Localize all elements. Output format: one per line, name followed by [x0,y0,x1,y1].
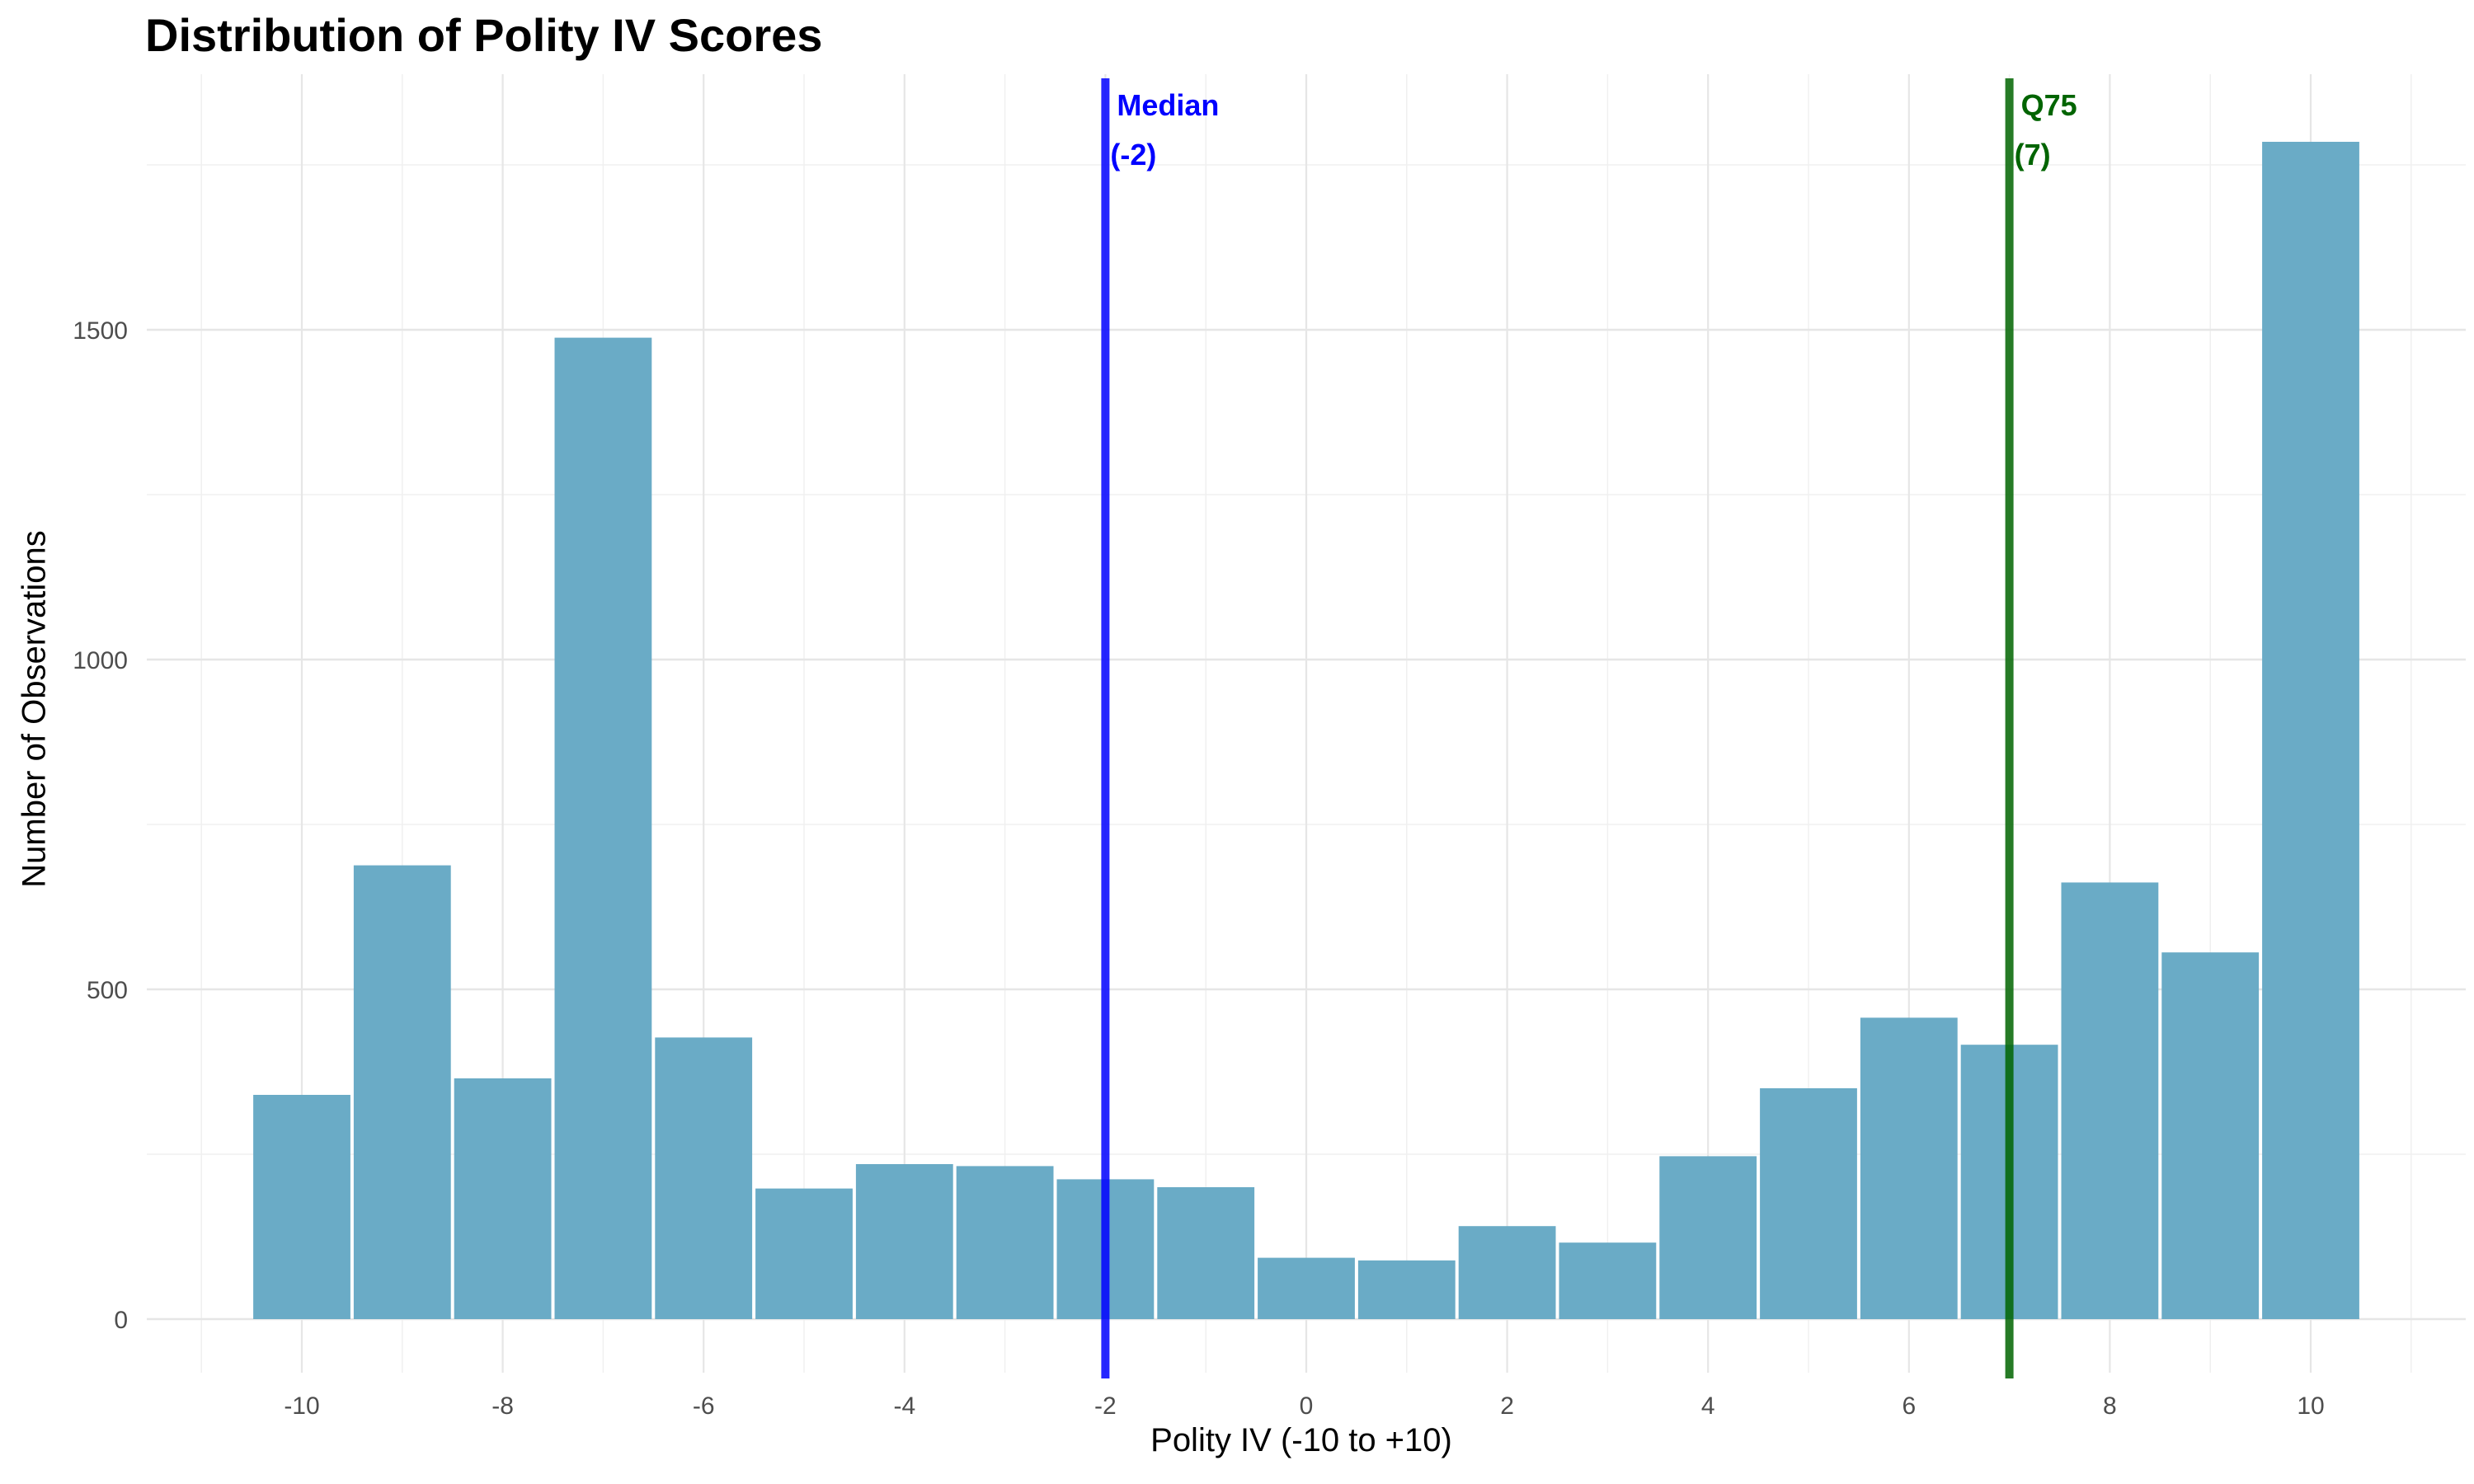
x-tick-label: -6 [693,1392,715,1420]
x-tick-label: -2 [1094,1392,1117,1420]
x-tick-label: 4 [1701,1392,1715,1420]
reference-line-label: Median [1117,88,1219,122]
histogram-bar [554,337,652,1320]
histogram-bar [1559,1242,1657,1319]
histogram-bar [2061,882,2159,1319]
chart-title: Distribution of Polity IV Scores [145,9,823,61]
histogram-bar [855,1164,953,1319]
x-tick-label: 10 [2297,1392,2324,1420]
histogram-bar [1659,1156,1757,1319]
histogram-bar [755,1188,853,1319]
x-tick-label: 0 [1300,1392,1314,1420]
histogram-bar [1458,1226,1556,1319]
y-tick-label: 1000 [73,647,128,674]
histogram-bar [454,1078,552,1319]
y-tick-label: 1500 [73,317,128,345]
histogram-bar [2262,142,2359,1319]
x-axis-label: Polity IV (-10 to +10) [1150,1422,1452,1458]
reference-line-value: (7) [2015,138,2051,171]
histogram-bar [1357,1260,1456,1319]
histogram-bar [2161,952,2260,1319]
y-tick-labels: 0 500 1000 1500 [73,317,128,1334]
y-tick-label: 500 [87,977,128,1004]
histogram-bars [253,142,2359,1320]
histogram-bar [1258,1257,1355,1319]
x-tick-label: -8 [492,1392,514,1420]
histogram-bar [1760,1088,1857,1319]
histogram-bar [353,865,451,1319]
y-tick-label: 0 [114,1307,128,1334]
histogram-bar [1157,1187,1255,1319]
x-tick-label: -10 [284,1392,319,1420]
x-tick-label: 2 [1500,1392,1514,1420]
reference-line-label: Q75 [2021,88,2077,122]
reference-line-value: (-2) [1110,138,1156,171]
x-tick-labels: -10 -8 -6 -4 -2 0 2 4 6 8 10 [284,1392,2324,1420]
histogram-bar [655,1037,753,1319]
histogram-bar [956,1166,1054,1319]
x-tick-label: 6 [1902,1392,1916,1420]
x-tick-label: -4 [893,1392,915,1420]
x-tick-label: 8 [2103,1392,2117,1420]
reference-lines: Median (-2) Q75 (7) [1101,78,2077,1378]
histogram-bar [253,1095,350,1319]
histogram-bar [1860,1017,1958,1319]
